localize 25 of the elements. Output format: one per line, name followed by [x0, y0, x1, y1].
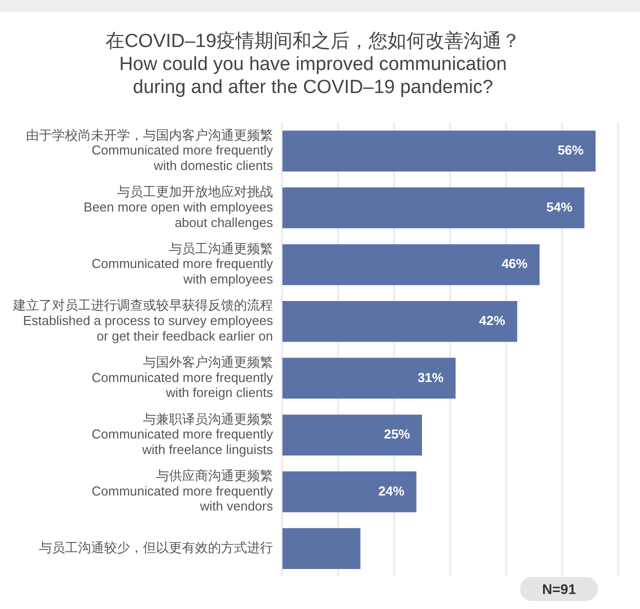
data-label: 31% — [418, 370, 444, 385]
y-tick-label: 由于学校尚未开学，与国内客户沟通更频繁 Communicated more frequently with domestic clients — [26, 127, 274, 173]
y-tick-label: 与国外客户沟通更频繁 Communicated more frequently with foreign clients — [92, 354, 274, 400]
data-label: 25% — [384, 426, 410, 442]
bar — [282, 358, 456, 399]
y-tick-label: 与员工更加开放地应对挑战 Been more open with employees about challenges — [84, 184, 274, 230]
y-tick-label: 建立了对员工进行调查或较早获得反馈的流程 Established a process to survey employees or get their feedback earlier on — [12, 298, 274, 344]
y-tick-label: 与员工沟通较少，但以更有效的方式进行 — [39, 540, 273, 556]
y-tick-label: 与兼职译员沟通更频繁 Communicated more frequently with freelance linguists — [92, 411, 274, 457]
data-label: 24% — [378, 483, 405, 498]
y-tick-label: 与员工沟通更频繁 Communicated more frequently with employees — [92, 240, 274, 287]
text: N=91 — [520, 577, 598, 601]
bar — [282, 471, 416, 512]
bar — [282, 187, 584, 228]
bar — [282, 528, 360, 570]
bar — [282, 300, 518, 342]
data-label: 56% — [558, 142, 584, 158]
chart-title: 在COVID–19疫情期间和之后，您如何改善沟通？ How could you have improved communication during and after the COVID–19 pandemic? — [104, 30, 522, 99]
data-label: 46% — [502, 256, 528, 272]
data-label: 42% — [479, 313, 506, 328]
data-label: 54% — [546, 199, 573, 214]
bar — [282, 244, 540, 286]
y-tick-label: 与供应商沟通更频繁 Communicated more frequently with vendors — [92, 468, 274, 514]
bar — [282, 414, 422, 456]
bar — [282, 130, 596, 172]
